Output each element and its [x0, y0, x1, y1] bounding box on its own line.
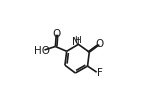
Text: O: O [52, 28, 60, 38]
Text: O: O [96, 38, 104, 48]
Text: HO: HO [34, 46, 50, 55]
Text: H: H [75, 36, 81, 45]
Text: F: F [97, 68, 102, 78]
Text: N: N [72, 37, 80, 47]
